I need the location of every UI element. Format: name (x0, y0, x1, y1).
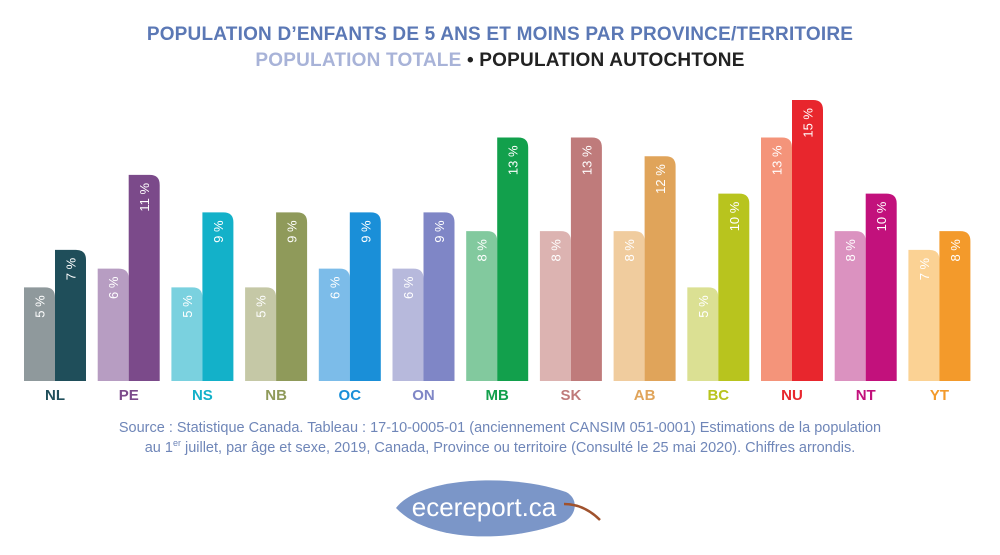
data-label-yt-total: 7 % (917, 257, 932, 280)
bar-mb-total (466, 231, 498, 381)
data-label-qc-total: 6 % (327, 276, 342, 299)
bar-qc-total (318, 268, 350, 381)
data-label-yt-aboriginal: 8 % (948, 239, 963, 262)
data-label-pe-total: 6 % (106, 276, 121, 299)
bar-ab-aboriginal (644, 156, 676, 381)
bar-ns-aboriginal (202, 212, 234, 381)
source-note: Source : Statistique Canada. Tableau : 1… (0, 418, 1000, 458)
data-label-pe-aboriginal: 11 % (137, 182, 152, 211)
category-label-sk: SK (560, 387, 581, 400)
data-label-sk-aboriginal: 13 % (579, 145, 594, 175)
category-label-nb: NB (265, 387, 287, 400)
data-label-nu-aboriginal: 15 % (801, 108, 816, 138)
bar-qc-aboriginal (349, 212, 381, 381)
category-label-on: ON (412, 387, 435, 400)
bar-nl-aboriginal (55, 249, 86, 381)
bar-nb-total (245, 287, 277, 381)
bar-chart: 5 % 7 % NL 6 % 11 % PE 5 % 9 % NS 5 % 9 % NB 6 % 9 % Q… (24, 100, 971, 400)
bar-on-aboriginal (423, 212, 455, 381)
category-label-nl: NL (45, 387, 65, 400)
ecereport-logo: ecereport.ca (396, 480, 601, 537)
data-label-nb-aboriginal: 9 % (285, 220, 300, 243)
chart-subtitle: POPULATION TOTALE • POPULATION AUTOCHTON… (0, 50, 1000, 72)
logo-text: ecereport.ca (412, 492, 557, 522)
source-line-2: au 1er juillet, par âge et sexe, 2019, C… (144, 438, 856, 456)
data-label-mb-total: 8 % (475, 239, 490, 262)
chart-title: POPULATION D’ENFANTS DE 5 ANS ET MOINS P… (146, 24, 854, 45)
data-label-nb-total: 5 % (254, 295, 269, 318)
data-label-nt-total: 8 % (843, 239, 858, 262)
data-label-sk-total: 8 % (548, 239, 563, 262)
data-label-qc-aboriginal: 9 % (358, 220, 373, 243)
bar-nt-total (834, 231, 866, 381)
bar-ns-total (171, 287, 203, 381)
category-label-ns: NS (192, 387, 213, 400)
bar-nt-aboriginal (865, 193, 897, 381)
bar-pe-aboriginal (128, 174, 160, 381)
bar-on-total (392, 268, 424, 381)
data-label-on-aboriginal: 9 % (432, 220, 447, 243)
category-label-nt: NT (856, 387, 876, 400)
bar-nb-aboriginal (276, 212, 308, 381)
bar-bc-total (687, 287, 719, 381)
category-label-qc: QC (339, 387, 362, 400)
category-label-yt: YT (930, 387, 949, 400)
bar-mb-aboriginal (497, 137, 529, 381)
data-label-bc-total: 5 % (696, 295, 711, 318)
bar-yt-total (908, 249, 940, 381)
bar-nu-aboriginal (792, 100, 823, 381)
data-label-on-total: 6 % (401, 276, 416, 299)
data-label-nl-aboriginal: 7 % (64, 257, 79, 280)
legend-separator: • (466, 50, 474, 71)
data-label-bc-aboriginal: 10 % (727, 201, 742, 231)
bar-yt-aboriginal (939, 231, 971, 381)
legend-aboriginal: POPULATION AUTOCHTONE (479, 50, 745, 71)
bar-nl-total (24, 287, 55, 381)
legend-total: POPULATION TOTALE (255, 50, 462, 71)
category-label-bc: BC (707, 387, 729, 400)
category-label-ab: AB (634, 387, 656, 400)
data-label-ns-total: 5 % (180, 295, 195, 318)
data-label-mb-aboriginal: 13 % (506, 145, 521, 175)
bar-nu-total (761, 137, 792, 381)
bar-sk-aboriginal (570, 137, 602, 381)
leaf-stem-icon (563, 502, 601, 521)
data-label-ab-aboriginal: 12 % (653, 164, 668, 194)
bar-bc-aboriginal (718, 193, 750, 381)
bar-ab-total (613, 231, 645, 381)
bar-pe-total (97, 268, 129, 381)
source-line-1: Source : Statistique Canada. Tableau : 1… (118, 420, 882, 436)
data-label-nu-total: 13 % (770, 145, 785, 175)
category-label-nu: NU (781, 387, 803, 400)
data-label-ns-aboriginal: 9 % (211, 220, 226, 243)
category-label-pe: PE (119, 387, 139, 400)
leaf-shape (396, 480, 575, 537)
data-label-nl-total: 5 % (33, 295, 48, 318)
data-label-nt-aboriginal: 10 % (874, 201, 889, 231)
bar-sk-total (539, 231, 571, 381)
category-label-mb: MB (486, 387, 509, 400)
data-label-ab-total: 8 % (622, 239, 637, 262)
